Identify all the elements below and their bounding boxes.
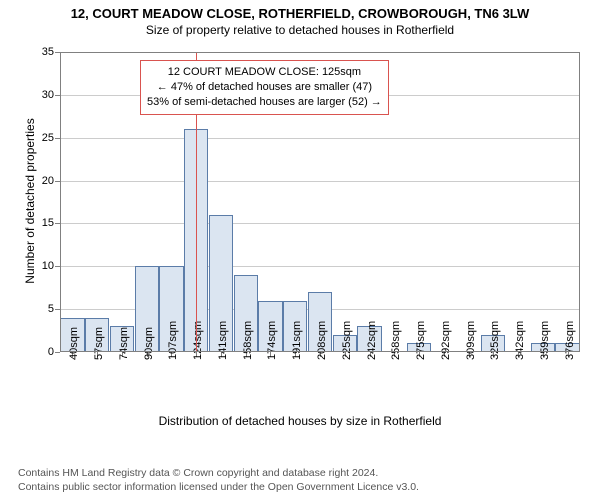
x-axis-label: Distribution of detached houses by size … [0,414,600,428]
attribution-footer: Contains HM Land Registry data © Crown c… [18,466,419,494]
annotation-line: 53% of semi-detached houses are larger (… [147,95,382,110]
page-title: 12, COURT MEADOW CLOSE, ROTHERFIELD, CRO… [0,6,600,21]
annotation-line: 12 COURT MEADOW CLOSE: 125sqm [147,65,382,80]
page-subtitle: Size of property relative to detached ho… [0,23,600,37]
footer-line: Contains HM Land Registry data © Crown c… [18,466,419,480]
y-tick [55,352,60,353]
y-tick-label: 5 [48,303,54,315]
y-tick-label: 20 [42,175,54,187]
footer-line: Contains public sector information licen… [18,480,419,494]
annotation-line: ← 47% of detached houses are smaller (47… [147,80,382,95]
y-axis-label: Number of detached properties [23,101,37,301]
y-tick-label: 10 [42,260,54,272]
y-tick-label: 0 [48,346,54,358]
callout-annotation: 12 COURT MEADOW CLOSE: 125sqm ← 47% of d… [140,60,389,115]
y-tick-label: 15 [42,217,54,229]
y-tick-label: 35 [42,46,54,58]
y-tick-label: 30 [42,89,54,101]
y-tick-label: 25 [42,132,54,144]
